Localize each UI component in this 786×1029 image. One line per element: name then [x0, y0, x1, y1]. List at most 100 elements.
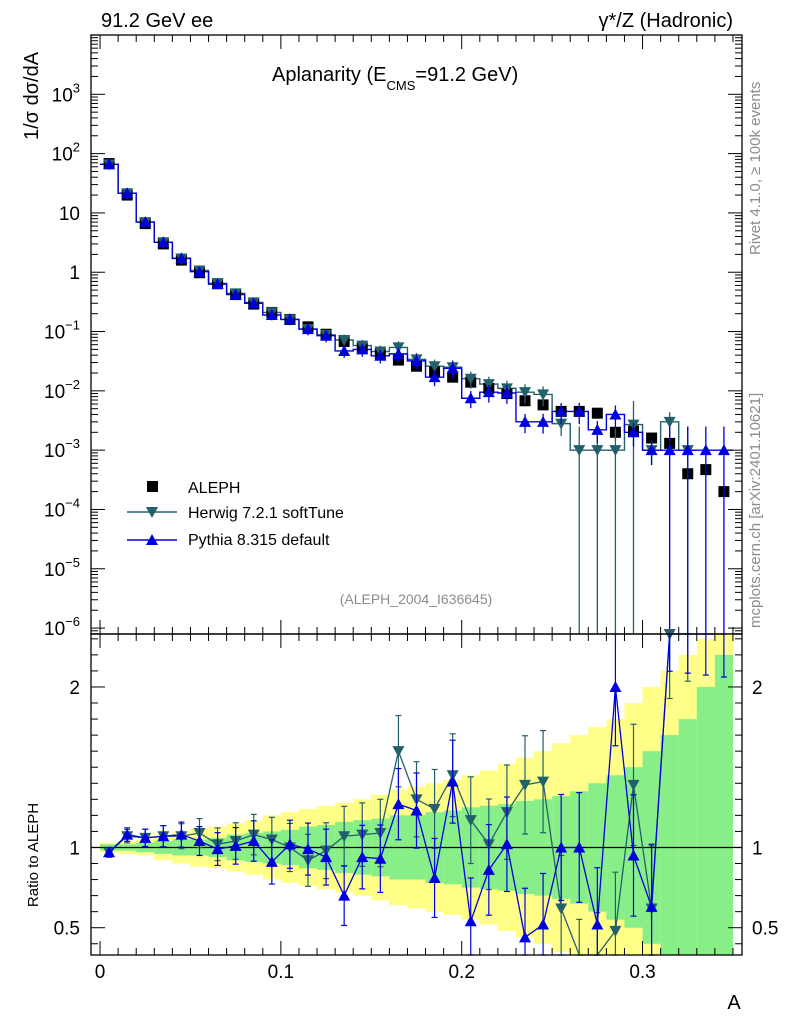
pythia-ratio-marker	[302, 843, 314, 855]
pythia-ratio-marker	[627, 849, 640, 861]
pythia-ratio-marker	[555, 841, 568, 853]
herwig-ratio-marker	[338, 831, 351, 843]
herwig-ratio-marker	[555, 903, 568, 915]
data-band-inner	[660, 735, 679, 955]
pythia-ratio-marker	[247, 835, 260, 847]
pythia-ratio-marker	[410, 804, 423, 816]
pythia-marker	[356, 343, 369, 355]
pythia-ratio-marker	[591, 918, 604, 930]
upper-panel-series	[100, 158, 733, 634]
pythia-marker	[211, 278, 224, 290]
lower-y-tick-label-left: 0.5	[54, 919, 80, 940]
herwig-ratio-marker	[537, 776, 550, 788]
lower-y-axis-title: Ratio to ALEPH	[25, 803, 42, 907]
legend-entry-pythia: Pythia 8.315 default	[127, 532, 330, 549]
analysis-tag: (ALEPH_2004_I636645)	[340, 591, 493, 607]
pythia-ratio-marker	[320, 851, 333, 863]
lower-frame	[90, 633, 743, 956]
herwig-marker	[428, 361, 441, 373]
pythia-marker	[410, 354, 423, 366]
upper-y-tick-base: 10	[52, 85, 73, 106]
pythia-marker	[500, 386, 513, 398]
upper-y-tick-base: 10	[44, 441, 65, 462]
pythia-ratio-marker	[157, 830, 170, 842]
upper-y-tick-exponent: −1	[65, 318, 80, 333]
legend-marker-pythia	[146, 534, 158, 545]
lower-y-tick-label-left: 2	[69, 678, 80, 699]
pythia-marker	[175, 252, 188, 264]
pythia-marker	[519, 415, 531, 427]
rivet-label: Rivet 4.1.0, ≥ 100k events	[747, 82, 764, 255]
herwig-marker	[519, 387, 531, 399]
legend-label-pythia: Pythia 8.315 default	[188, 532, 330, 549]
pythia-marker	[591, 423, 604, 435]
pythia-marker	[247, 297, 260, 309]
legend-marker-herwig	[146, 507, 158, 518]
x-axis-title: A	[727, 992, 741, 1014]
pythia-ratio-marker	[338, 889, 351, 901]
herwig-marker	[464, 373, 477, 385]
pythia-ratio-marker	[609, 680, 622, 692]
herwig-marker	[591, 445, 604, 457]
pythia-ratio-marker	[519, 931, 531, 943]
legend: ALEPH Herwig 7.2.1 softTune Pythia 8.315…	[127, 480, 344, 549]
herwig-marker	[338, 334, 351, 346]
upper-y-tick-label: 10	[59, 204, 80, 225]
upper-y-tick-label: 10−3	[44, 436, 80, 462]
pythia-ratio-marker	[645, 900, 658, 912]
pythia-ratio-marker	[193, 835, 206, 847]
pythia-marker	[283, 313, 296, 325]
x-tick-label: 0.2	[448, 962, 474, 983]
legend-entry-herwig: Herwig 7.2.1 softTune	[127, 505, 344, 522]
herwig-marker	[537, 389, 550, 401]
pythia-ratio-marker	[446, 775, 459, 787]
pythia-marker	[699, 444, 712, 456]
upper-y-tick-label: 10−4	[44, 495, 80, 521]
herwig-ratio-marker	[464, 815, 477, 827]
pythia-ratio-marker	[482, 863, 495, 875]
pythia-ratio-marker	[464, 915, 477, 927]
upper-y-tick-exponent: 2	[73, 140, 80, 155]
pythia-ratio-marker	[537, 918, 550, 930]
pythia-marker	[645, 444, 658, 456]
upper-y-tick-label: 10−5	[44, 555, 80, 581]
pythia-marker	[681, 444, 694, 456]
pythia-marker	[121, 187, 134, 199]
pythia-marker	[157, 236, 170, 248]
upper-y-tick-label: 10−6	[44, 614, 80, 640]
upper-y-tick-exponent: −4	[65, 495, 80, 510]
pythia-line	[100, 163, 733, 451]
pythia-ratio-marker	[392, 798, 405, 810]
pythia-ratio-marker	[211, 843, 224, 855]
upper-y-tick-exponent: −3	[65, 436, 80, 451]
x-tick-label: 0.3	[629, 962, 655, 983]
pythia-marker	[229, 288, 242, 300]
herwig-ratio-marker	[609, 925, 622, 937]
upper-y-tick-base: 10	[44, 382, 65, 403]
pythia-ratio-marker	[229, 839, 242, 851]
pythia-ratio-marker	[139, 831, 152, 843]
upper-y-tick-exponent: −5	[65, 555, 80, 570]
pythia-ratio-marker	[500, 838, 513, 850]
upper-y-tick-label: 103	[52, 80, 80, 106]
pythia-marker	[103, 158, 116, 170]
legend-marker-aleph	[147, 481, 158, 492]
pythia-marker	[446, 362, 459, 374]
upper-y-tick-base: 10	[44, 560, 65, 581]
mcplots-label: mcplots.cern.ch [arXiv:2401.10621]	[747, 393, 764, 628]
pythia-ratio-marker	[283, 838, 296, 850]
pythia-marker	[193, 265, 206, 277]
pythia-ratio-marker	[573, 841, 586, 853]
upper-y-tick-exponent: 3	[73, 80, 80, 95]
aleph-marker	[646, 432, 658, 444]
upper-y-tick-label: 10−1	[44, 318, 80, 344]
pythia-ratio-marker	[103, 846, 116, 858]
pythia-marker	[338, 344, 351, 356]
aleph-marker	[591, 407, 603, 419]
upper-y-tick-base: 10	[59, 204, 80, 225]
data-band-inner	[714, 654, 733, 955]
pythia-marker	[392, 347, 405, 359]
pythia-marker	[464, 392, 477, 404]
